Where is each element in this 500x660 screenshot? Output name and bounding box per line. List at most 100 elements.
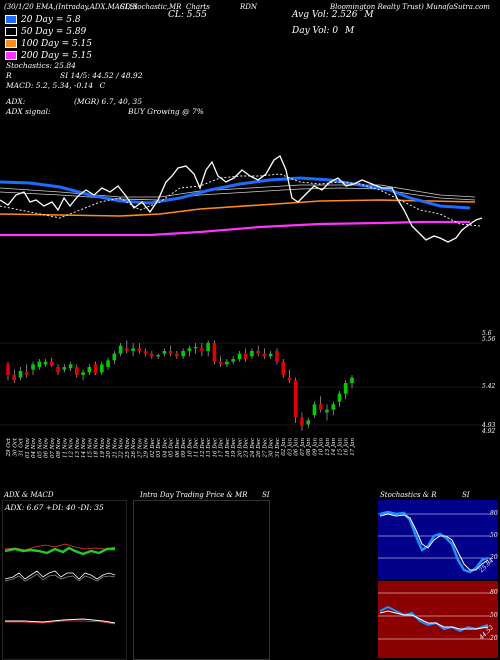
candle-body [49,361,54,366]
rsi-level-label-20: 20 [490,635,498,642]
candle-body [156,355,160,357]
candle-body [350,377,354,383]
adx-panel-values: ADX: 6.67 +DI: 40 -DI: 35 [5,503,104,512]
date-label: 23 Dec [244,438,250,459]
candle-body [187,348,192,351]
date-label: 26 Dec [256,438,262,459]
candle-body [243,353,248,359]
candle-body [143,351,148,354]
candlestick-chart [0,340,482,431]
date-label: 06 Jan [294,438,300,456]
adx-signal-label: ADX signal: [6,107,51,116]
rsi-line-white [379,610,489,630]
stoch-level-label-50: 50 [490,532,498,539]
candle-body [6,364,10,375]
date-label: 05 Nov [37,437,43,458]
macd-c: C [99,81,106,90]
intra-panel-title: Intra Day Trading Price & MR [140,491,248,499]
adx-line-gray [4,573,116,582]
candle-body [343,383,348,394]
adx-label: ADX: [6,97,26,106]
adx-line-red [4,543,116,551]
candle-body [237,353,242,359]
candle-body [262,353,267,357]
legend-ema20: 20 Day = 5.8 [5,14,92,25]
date-axis: 29 Oct 30 Oct 31 Oct 01 Nov 04 Nov 05 Nov 06 N… [6,437,356,459]
candle-body [150,353,154,357]
ema-legend: 20 Day = 5.8 50 Day = 5.89 100 Day = 5.1… [5,14,92,61]
avg-volume: Avg Vol: 2.526 M [292,10,374,20]
date-label: 07 Jan [300,438,306,456]
stoch-panel-si: SI [462,491,470,499]
candle-body [337,393,342,402]
date-label: 25 Nov [125,437,131,459]
stochastics-readout: Stochastics: 25.84 [6,61,76,70]
date-label: 30 Oct [12,437,18,456]
date-label: 19 Nov [100,437,106,458]
candle-body [81,372,85,375]
legend-ema200-label: 200 Day = 5.15 [21,50,93,61]
date-label: 13 Jan [325,438,331,456]
avg-volume-value: Avg Vol: 2.526 [292,10,358,20]
candle-body [275,351,279,362]
date-label: 31 Oct [19,437,25,456]
date-label: 15 Jan [337,438,343,456]
candle-body [206,343,210,351]
candle-body [43,361,48,365]
candle-body [193,347,198,349]
candle-body [24,372,29,375]
day-volume: Day Vol: 0 M [292,26,354,36]
date-label: 17 Dec [219,438,225,458]
date-label: 20 Dec [237,438,243,459]
date-label: 08 Nov [56,437,62,458]
date-label: 16 Dec [212,438,218,458]
adx-panel-title: ADX & MACD [4,491,54,499]
stochastics-panel: 80 50 20 25.84 [378,500,498,579]
candle-body [137,348,142,351]
intra-panel-si: SI [262,491,270,499]
date-label: 17 Jan [350,438,356,456]
candle-body [100,364,104,373]
date-label: 03 Jan [287,438,293,456]
adx-line-white [4,570,116,580]
candle-body [218,361,223,365]
ema-trend-chart [0,155,483,243]
avg-volume-unit: M [364,10,374,20]
date-label: 16 Jan [344,438,350,456]
date-label: 10 Jan [319,438,325,456]
price-label-1: 5.56 [482,336,496,343]
adx-mgr-readout: (MGR) 6.7, 40, 35 [74,97,143,106]
date-label: 18 Nov [94,437,100,458]
price-line-dotted [0,173,481,227]
stoch-level-label-80: 80 [490,510,498,517]
candle-body [62,367,67,370]
candle-body [75,367,79,375]
candle-body [225,361,229,365]
candle-body [112,353,117,361]
candle-body [268,353,273,357]
price-label-2: 5.42 [482,383,496,390]
rsi-line-blue [379,605,489,633]
candle-body [125,348,129,351]
date-label: 24 Dec [250,438,256,459]
candle-body [175,353,179,357]
stoch-line-blue [379,510,489,574]
intraday-panel [133,500,270,660]
date-label: 18 Dec [225,438,231,458]
date-label: 20 Nov [106,437,112,459]
date-label: 11 Nov [62,437,68,458]
price-label-3: 4.93 [482,422,496,429]
legend-ema20-label: 20 Day = 5.8 [21,14,81,25]
candle-body [325,409,329,413]
adx-macd-panel: ADX: 6.67 +DI: 40 -DI: 35 [2,500,127,660]
legend-swatch-magenta [5,51,17,60]
candle-body [131,348,135,351]
legend-ema50: 50 Day = 5.89 [5,26,92,37]
legend-ema200: 200 Day = 5.15 [5,50,92,61]
date-label: 13 Dec [206,438,212,458]
close-price: CL: 5.55 [168,10,207,20]
legend-swatch-orange [5,39,17,48]
ema50-line-a [0,184,476,198]
header-title-mid: SI,Stochastic,MR [120,3,182,11]
macd-signal-red [5,620,116,625]
